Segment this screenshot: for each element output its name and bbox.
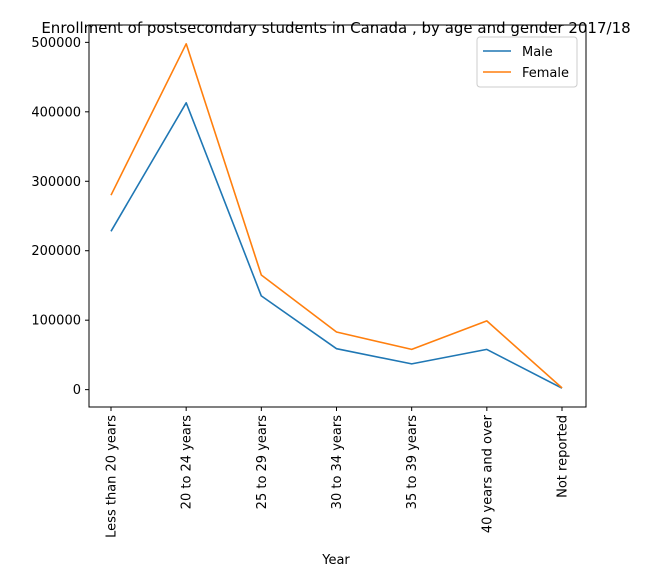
y-tick-label: 0: [73, 383, 81, 398]
y-tick-label: 500000: [31, 36, 81, 51]
y-tick-label: 300000: [31, 175, 81, 190]
series-lines: [110, 42, 563, 389]
legend-label-female: Female: [522, 66, 569, 81]
legend: Male Female: [476, 36, 578, 88]
y-tick-label: 100000: [31, 314, 81, 329]
y-tick-label: 200000: [31, 244, 81, 259]
x-tick-label: 30 to 34 years: [330, 415, 345, 510]
x-tick-label: 20 to 24 years: [180, 415, 195, 510]
plot-area-frame: [88, 24, 587, 408]
x-tick-label: Less than 20 years: [105, 415, 120, 538]
x-tick-label: 35 to 39 years: [405, 415, 420, 510]
y-axis: 0 100000 200000 300000 400000 500000: [31, 36, 89, 398]
legend-label-male: Male: [522, 45, 553, 60]
legend-box: [476, 36, 578, 88]
x-axis-label: Year: [321, 553, 350, 568]
chart-title: Enrollment of postsecondary students in …: [41, 19, 630, 37]
x-axis: Less than 20 years 20 to 24 years 25 to 29…: [105, 407, 571, 538]
series-line-female: [110, 42, 563, 389]
series-line-male: [110, 102, 563, 389]
x-tick-label: Not reported: [556, 415, 571, 498]
x-tick-label: 40 years and over: [480, 414, 495, 533]
x-tick-label: 25 to 29 years: [255, 415, 270, 510]
y-tick-label: 400000: [31, 105, 81, 120]
